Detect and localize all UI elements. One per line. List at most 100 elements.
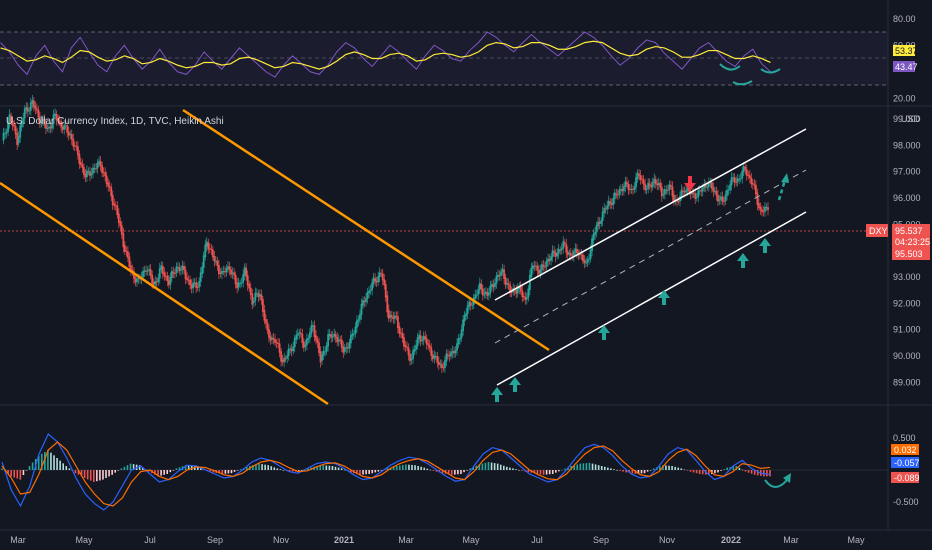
candle-body — [554, 252, 557, 257]
macd-hist-bar — [31, 462, 34, 470]
time-axis-label: Mar — [10, 535, 26, 545]
candle-body — [186, 277, 188, 280]
candle-body — [583, 260, 586, 264]
candle-body — [406, 346, 408, 348]
candle-body — [239, 282, 242, 284]
channel-orange-upper — [182, 108, 550, 352]
macd-hist-bar — [631, 470, 634, 474]
candle-body — [96, 162, 99, 169]
candle-body — [524, 296, 527, 300]
candle-body — [263, 309, 266, 321]
macd-hist-bar — [47, 450, 49, 470]
candle-body — [175, 266, 178, 274]
price-tick-label: 96.000 — [893, 193, 921, 203]
macd-hist-bar — [536, 470, 539, 474]
macd-hist-bar — [472, 467, 475, 470]
candle-body — [717, 194, 719, 202]
candle-body — [316, 339, 319, 343]
macd-hist-bar — [408, 464, 410, 470]
macd-axis-ticks: 0.500 -0.500 — [893, 433, 919, 507]
macd-hist-bar — [714, 470, 716, 474]
candle-body — [302, 341, 305, 348]
macd-hist-bar — [365, 470, 367, 475]
candle-body — [698, 190, 701, 192]
macd-hist-bar — [619, 470, 621, 471]
macd-hist-bar — [417, 466, 419, 470]
macd-hist-bar — [218, 470, 221, 474]
candle-body — [32, 100, 35, 108]
time-axis-label: Nov — [273, 535, 290, 545]
candle-body — [8, 114, 11, 124]
macd-hist-bar — [686, 470, 689, 471]
macd-hist-bar — [454, 470, 456, 475]
candle-body — [356, 320, 358, 328]
candle-body — [275, 342, 278, 344]
candle-body — [715, 190, 718, 196]
candle-body — [69, 133, 72, 136]
macd-hist-bar — [279, 469, 282, 470]
candle-body — [654, 179, 657, 185]
candle-body — [639, 175, 642, 180]
candle-body — [343, 347, 346, 352]
candle-body — [148, 269, 151, 271]
candle-body — [227, 266, 229, 269]
candle-body — [427, 343, 430, 346]
candle-body — [240, 282, 243, 284]
candle-body — [525, 297, 528, 300]
candle-body — [113, 203, 116, 206]
candle-body — [492, 284, 495, 288]
rsi-badge-text: 43.47 — [895, 62, 918, 72]
candle-body — [372, 277, 375, 284]
candle-body — [348, 342, 351, 349]
candle-body — [287, 348, 290, 356]
macd-hist-bar — [717, 470, 719, 473]
candle-body — [5, 131, 8, 134]
macd-hist-bar — [120, 468, 123, 470]
macd-badge-text: -0.057 — [894, 458, 920, 468]
candle-body — [45, 123, 47, 129]
candle-body — [78, 153, 81, 164]
candle-body — [101, 165, 104, 173]
candle-body — [597, 221, 600, 227]
candle-body — [154, 281, 157, 285]
candle-body — [67, 131, 70, 136]
macd-hist-bar — [68, 468, 71, 470]
candle-body — [756, 192, 759, 205]
candle-body — [349, 335, 352, 344]
candle-body — [588, 258, 590, 260]
candle-body — [155, 281, 158, 283]
macd-hist-bar — [527, 470, 530, 473]
macd-hist-bar — [209, 470, 211, 472]
macd-hist-bar — [1, 468, 3, 470]
macd-hist-bar — [166, 470, 169, 474]
candle-body — [603, 208, 606, 214]
candle-body — [483, 293, 486, 295]
candle-body — [619, 188, 622, 191]
candle-body — [450, 352, 452, 357]
time-axis-label: Mar — [398, 535, 414, 545]
candle-body — [123, 245, 126, 252]
candle-body — [72, 138, 75, 147]
macd-hist-bar — [261, 464, 263, 470]
candle-body — [368, 290, 370, 293]
time-axis[interactable]: Mar May Jul Sep Nov 2021 Mar May Jul Sep Nov 2022 Ma… — [0, 529, 932, 545]
macd-hist-bar — [680, 468, 683, 470]
macd-hist-bar — [466, 470, 468, 471]
candle-body — [474, 294, 477, 299]
candle-body — [313, 325, 316, 338]
candle-body — [354, 326, 357, 334]
candle-body — [504, 277, 507, 285]
candle-body — [134, 277, 137, 283]
candle-body — [292, 346, 295, 351]
candle-body — [84, 173, 87, 178]
candle-body — [635, 177, 637, 188]
candle-body — [34, 106, 37, 110]
macd-hist-bar — [561, 470, 563, 471]
candle-body — [644, 183, 647, 191]
price-tick-label: 97.000 — [893, 167, 921, 177]
candle-body — [662, 194, 665, 196]
candle-body — [321, 354, 323, 361]
macd-hist-bar — [741, 469, 744, 471]
